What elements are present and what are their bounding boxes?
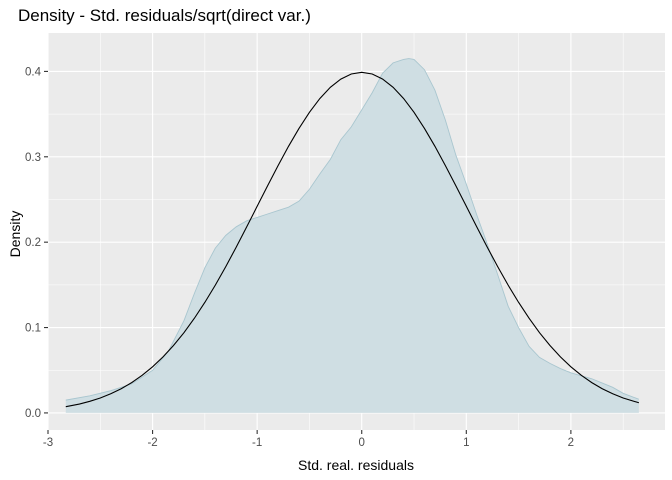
y-tick-label: 0.2 (25, 237, 41, 249)
density-outline (65, 58, 640, 401)
x-tick-label: -1 (252, 437, 262, 449)
y-tick-label: 0.1 (25, 323, 41, 335)
x-axis-title: Std. real. residuals (298, 457, 414, 473)
x-tick-label: -2 (147, 437, 157, 449)
x-tick-label: 0 (359, 437, 365, 449)
y-tick-label: 0.4 (25, 66, 42, 78)
density-area (65, 58, 639, 413)
normal-density-line (65, 71, 640, 408)
y-axis-title: Density (7, 211, 23, 258)
x-tick-label: 1 (463, 437, 469, 449)
y-tick-label: 0.3 (25, 152, 41, 164)
x-tick-label: -3 (43, 437, 53, 449)
chart-title: Density - Std. residuals/sqrt(direct var… (18, 6, 311, 25)
y-tick-label: 0.0 (25, 408, 41, 420)
x-axis: -3 -2 -1 0 1 2 (43, 430, 574, 449)
y-axis: 0.0 0.1 0.2 0.3 0.4 (25, 66, 48, 420)
series-layer (65, 58, 640, 413)
x-tick-label: 2 (568, 437, 574, 449)
